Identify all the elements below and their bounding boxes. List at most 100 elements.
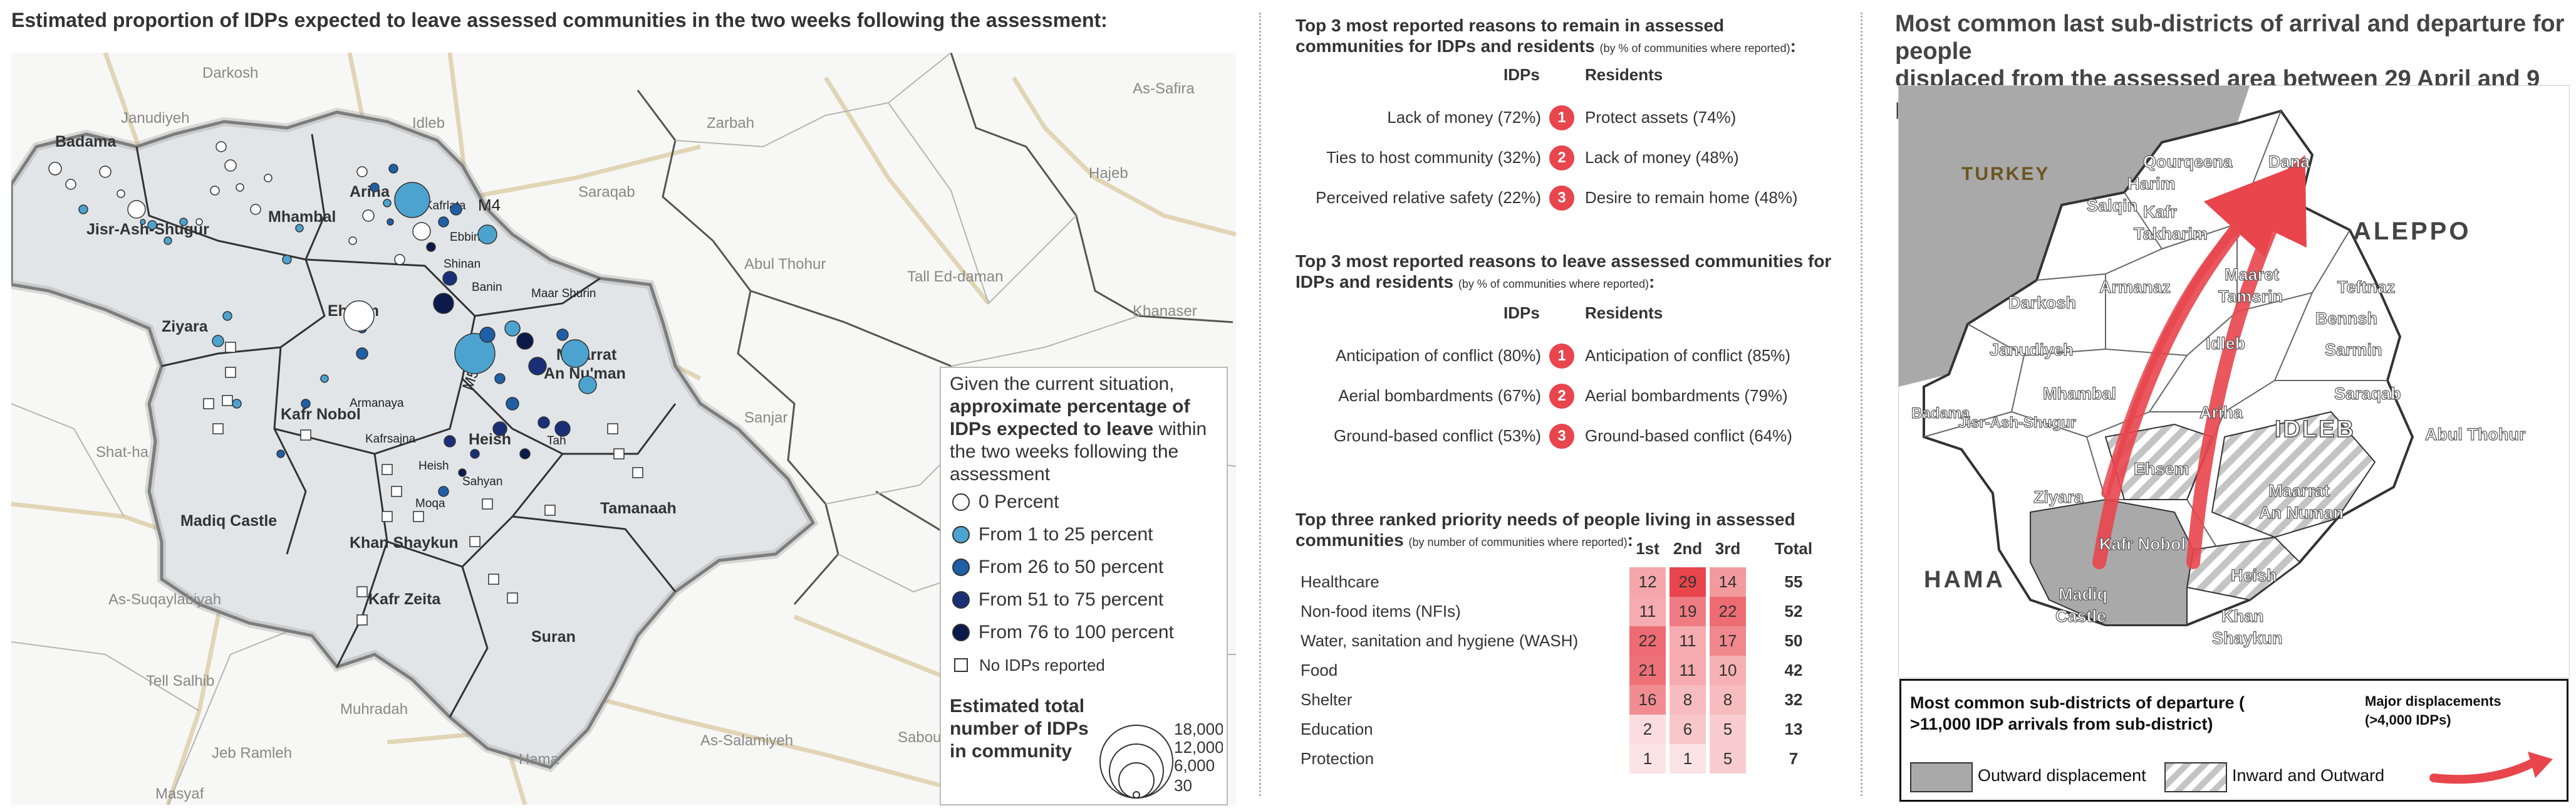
legend-estimate-title: Estimated total number of IDPs in commun…	[950, 696, 1089, 762]
remain-row: Perceived relative safety (22%) 3 Desire t…	[1272, 186, 1848, 211]
legend-intro-bold: approximate percentage of IDPs expected …	[950, 396, 1190, 439]
leave-res-pct: (79%)	[1744, 386, 1788, 405]
leave-res-reason: Anticipation of conflict (85%)	[1585, 346, 1790, 365]
community-marker	[99, 165, 112, 178]
label-harim: Harim	[2127, 174, 2176, 193]
needs-label: Water, sanitation and hygiene (WASH)	[1301, 631, 1579, 650]
leave-res-text: Aerial bombardments	[1585, 386, 1745, 405]
label-badama: Badama	[1911, 405, 1970, 422]
legend-label-4: From 76 to 100 percent	[979, 622, 1174, 643]
community-marker	[356, 166, 368, 177]
remain-rank-badge: 2	[1549, 145, 1574, 171]
legend-item-5: No IDPs reported	[950, 649, 1218, 681]
leave-idp-reason: Ground-based conflict (53%)	[1334, 426, 1541, 446]
label-idleb: Idleb	[412, 115, 445, 132]
displacement-title-1: Most common last sub-districts of arriva…	[1895, 11, 2565, 65]
needs-total: 13	[1784, 720, 1803, 738]
label-sabou: Sabou	[898, 729, 941, 746]
legend-outward-swatch	[1910, 762, 1973, 792]
remain-row: Ties to host community (32%) 2 Lack of mon…	[1272, 145, 1848, 171]
label-madiq-2: Castle	[2055, 607, 2106, 626]
community-marker	[179, 218, 188, 226]
label-darkosh: Darkosh	[202, 65, 258, 81]
no-idp-marker	[222, 395, 233, 406]
community-marker	[412, 222, 431, 241]
no-idp-marker	[356, 586, 368, 597]
remain-row: Lack of money (72%) 1 Protect assets (74%)	[1272, 105, 1848, 130]
label-idleb-gov: IDLEB	[2275, 416, 2355, 443]
needs-cell: 1	[1670, 744, 1706, 774]
legend-swatch-3	[952, 591, 970, 609]
label-saraqab: Saraqab	[578, 184, 635, 201]
needs-label: Non-food items (NFIs)	[1301, 602, 1461, 621]
community-marker	[450, 203, 462, 216]
label-turkey: TURKEY	[1961, 164, 2050, 184]
remain-res-text: Protect assets	[1585, 108, 1693, 127]
legend-label-5: No IDPs reported	[979, 655, 1105, 674]
remain-col-residents: Residents	[1585, 65, 1663, 84]
community-marker	[320, 374, 329, 383]
community-marker	[538, 416, 550, 429]
arrow-heish-dana	[2186, 155, 2307, 569]
label-darkosh: Darkosh	[2008, 293, 2076, 312]
community-marker	[506, 397, 519, 411]
remain-idp-text: Perceived relative safety	[1316, 188, 1498, 207]
needs-row: Protection 1 1 5 7	[1296, 744, 1834, 774]
community-marker	[48, 162, 62, 176]
legend-label-3: From 51 to 75 percent	[979, 589, 1164, 610]
community-marker	[212, 335, 224, 347]
needs-row: Education 2 6 5 13	[1296, 715, 1834, 744]
label-abulthohur: Abul Thohur	[744, 256, 826, 273]
needs-total: 7	[1789, 749, 1799, 768]
community-marker	[127, 200, 146, 219]
no-idp-marker	[300, 429, 311, 441]
community-marker	[222, 311, 232, 321]
needs-total: 50	[1784, 631, 1803, 650]
community-marker	[394, 254, 405, 265]
legend-intro: Given the current situation, approximate…	[950, 373, 1218, 486]
label-suran: Suran	[531, 628, 576, 646]
community-marker	[216, 141, 227, 152]
needs-cell: 1	[1629, 744, 1666, 774]
legend-size-circles: 18,000 12,000 6,000 30	[1099, 720, 1223, 799]
label-sahyan: Sahyan	[462, 475, 502, 488]
community-marker	[504, 320, 521, 337]
label-takharim: Takharim	[2134, 224, 2208, 243]
assessed-area	[9, 110, 816, 769]
label-saraqab: Saraqab	[2334, 384, 2401, 403]
needs-total: 42	[1784, 661, 1803, 679]
community-marker	[528, 357, 547, 375]
legend-item-1: From 1 to 25 percent	[950, 518, 1218, 551]
community-marker	[343, 300, 375, 332]
needs-label: Protection	[1301, 749, 1374, 768]
needs-cell: 22	[1629, 626, 1666, 656]
label-ziyara: Ziyara	[2033, 488, 2084, 506]
community-marker	[442, 271, 457, 286]
no-idp-marker	[632, 467, 643, 478]
legend-swatch-0	[952, 493, 970, 511]
no-idp-marker	[482, 498, 493, 510]
remain-idp-pct: (72%)	[1497, 108, 1541, 127]
remain-colon: :	[1790, 36, 1796, 56]
community-marker	[356, 347, 368, 360]
needs-title: Top three ranked priority needs of peopl…	[1296, 509, 1834, 553]
legend-swatch-1	[952, 526, 970, 543]
label-heish-town: Heish	[418, 459, 449, 473]
community-marker	[301, 399, 311, 409]
label-idleb-sd: Idleb	[2206, 334, 2245, 353]
label-tamanaah: Tamanaah	[600, 500, 677, 517]
label-jisr: Jisr-Ash-Shugur	[1958, 414, 2076, 431]
no-idp-marker	[382, 464, 393, 475]
label-kafrnobol: Kafr Nobol	[281, 406, 361, 423]
remain-res-reason: Protect assets (74%)	[1585, 108, 1736, 127]
community-marker	[236, 183, 244, 192]
remain-title-text: Top 3 most reported reasons to remain in…	[1296, 16, 1725, 56]
town-labels: M4 Kafrlata Ebbin Shinan Banin Maar Shur…	[350, 196, 596, 510]
leave-idp-text: Ground-based conflict	[1334, 426, 1498, 445]
legend-label-1: From 1 to 25 percent	[979, 524, 1153, 545]
needs-head-2nd: 2nd	[1673, 539, 1703, 558]
needs-cell: 10	[1710, 656, 1746, 685]
community-marker	[282, 254, 292, 265]
label-salqin: Salqin	[2087, 196, 2137, 215]
community-marker	[519, 448, 531, 459]
